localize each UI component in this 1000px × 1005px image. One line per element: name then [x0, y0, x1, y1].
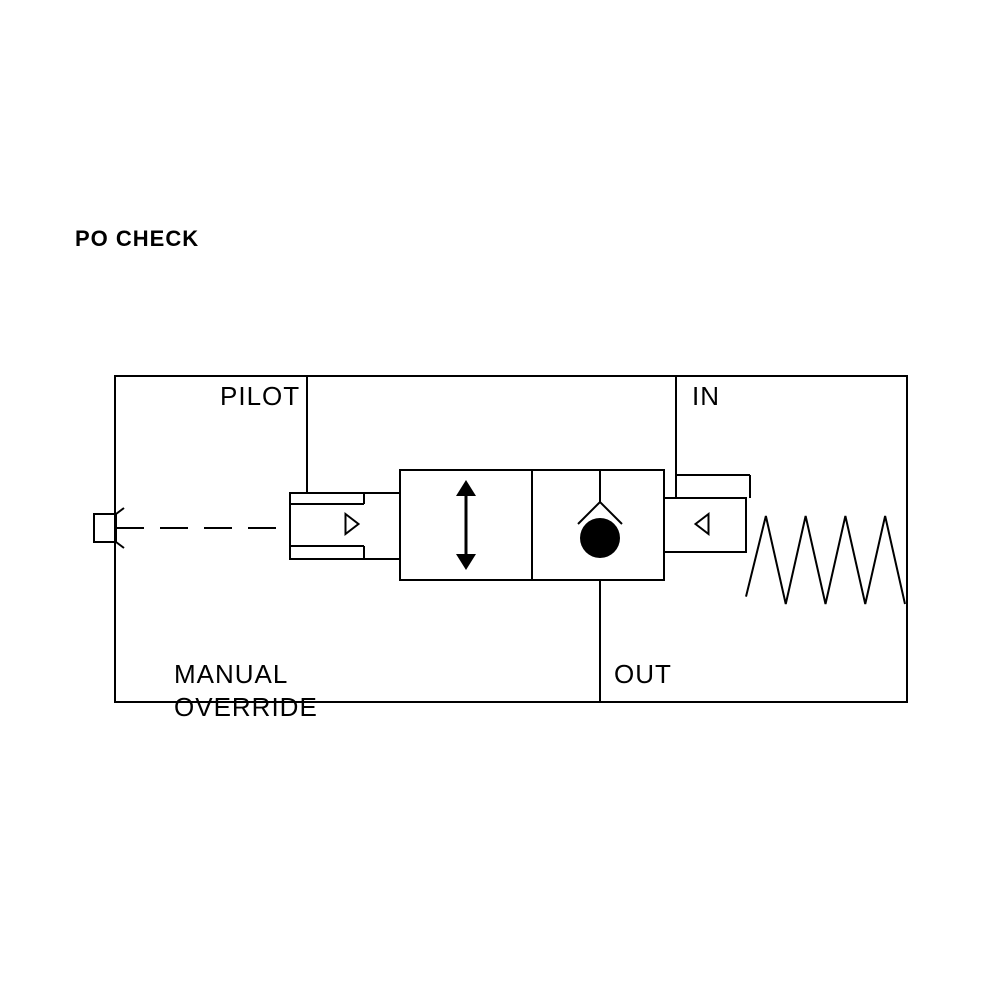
spring-icon	[746, 516, 905, 604]
right-direction-icon	[696, 514, 709, 534]
manual-override-socket	[94, 514, 116, 542]
po-check-schematic: PO CHECK PILOT IN OUT MANUALOVERRIDE	[0, 0, 1000, 1000]
override-label: OVERRIDE	[174, 692, 318, 722]
check-ball-icon	[580, 518, 620, 558]
pilot-label: PILOT	[220, 381, 300, 411]
title-label: PO CHECK	[75, 226, 199, 251]
right-actuator	[664, 498, 746, 552]
out-label: OUT	[614, 659, 672, 689]
left-direction-icon	[346, 514, 359, 534]
in-label: IN	[692, 381, 720, 411]
arrow-up-icon	[456, 480, 476, 496]
manual-label: MANUAL	[174, 659, 288, 689]
enclosure-rect	[115, 376, 907, 702]
arrow-down-icon	[456, 554, 476, 570]
